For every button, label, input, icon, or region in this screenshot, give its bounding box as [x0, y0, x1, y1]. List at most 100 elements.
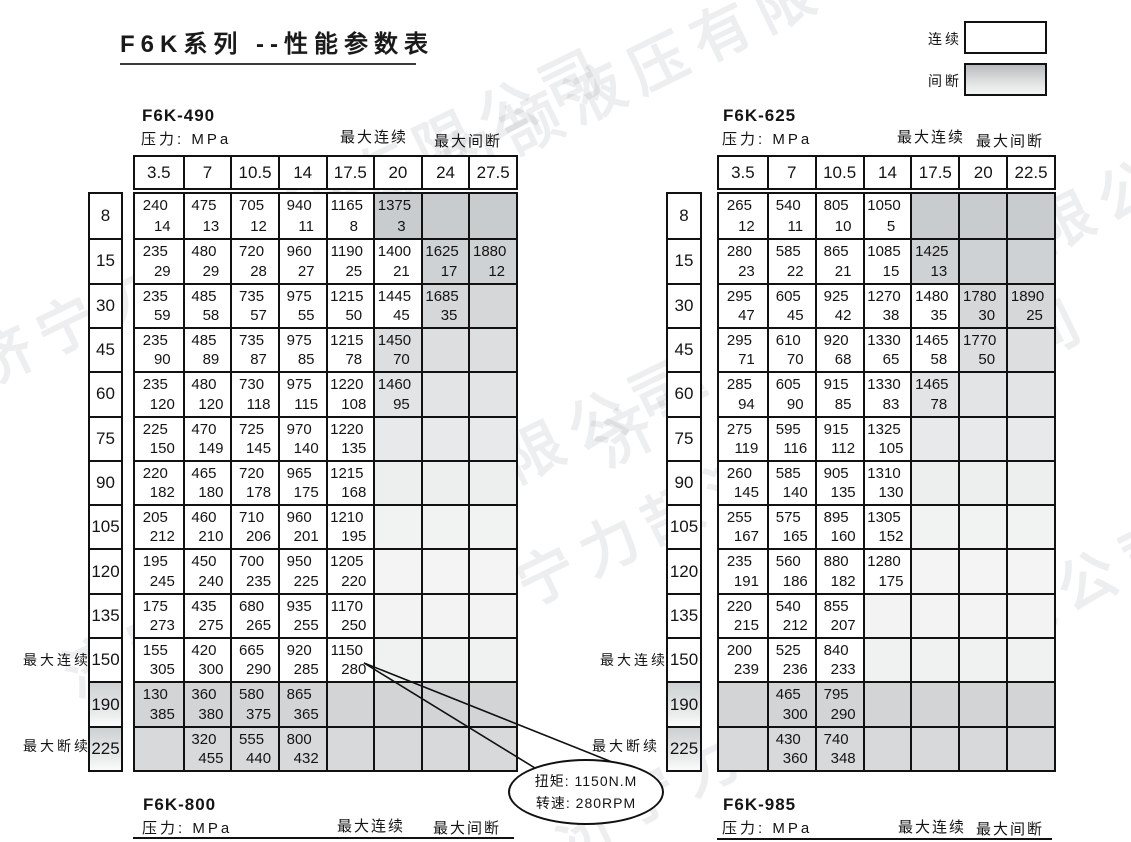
data-cell: 450 240 — [182, 548, 231, 593]
data-cell: 1310 130 — [862, 459, 911, 505]
data-cell: 935 255 — [277, 592, 326, 638]
data-cell — [420, 459, 469, 505]
data-cell: 1445 45 — [373, 282, 421, 327]
side-label-max-continuous-left: 最大连续 — [23, 652, 91, 668]
data-cell — [719, 681, 767, 726]
row-label: 60 — [668, 371, 700, 416]
data-cell — [468, 504, 516, 549]
data-cell — [910, 548, 959, 593]
data-cell: 465 300 — [766, 681, 815, 726]
data-cell: 460 210 — [182, 504, 231, 549]
data-cell — [373, 681, 421, 726]
data-cell: 605 45 — [766, 282, 815, 327]
row-label: 75 — [668, 415, 700, 460]
data-cell — [1006, 592, 1054, 638]
data-cell — [325, 725, 374, 770]
data-cell: 1780 30 — [958, 282, 1007, 327]
footer-underline — [133, 837, 514, 839]
data-cell: 950 225 — [277, 548, 326, 593]
row-label: 90 — [90, 459, 121, 505]
data-cell: 740 348 — [814, 725, 863, 770]
table-name: F6K-490 — [142, 106, 216, 125]
data-cell: 555 440 — [230, 725, 278, 770]
row-label: 120 — [668, 548, 700, 593]
data-cell: 605 90 — [766, 371, 815, 416]
row-label: 150 — [90, 637, 121, 682]
data-cell: 720 178 — [230, 459, 278, 505]
data-cell: 285 94 — [719, 371, 767, 415]
data-cell: 480 29 — [182, 238, 231, 283]
data-cell — [1006, 459, 1054, 505]
data-cell: 970 140 — [277, 415, 326, 460]
column-header: 27.5 — [468, 157, 516, 188]
data-grid: 240 14 475 13 705 12 940 11 1165 8 1375 3 235 29 480 29… — [133, 192, 518, 772]
data-cell: 205 212 — [135, 504, 183, 548]
data-cell — [373, 725, 421, 770]
row-labels: 8 15 30 45 60 75 90 105 120 135 150 190 225 — [666, 192, 702, 772]
data-cell — [862, 592, 911, 638]
column-header: 22.5 — [1006, 157, 1054, 188]
data-cell — [1006, 415, 1054, 460]
data-cell — [420, 415, 469, 460]
data-cell: 965 175 — [277, 459, 326, 505]
data-cell: 1305 152 — [862, 504, 911, 549]
data-cell: 1050 5 — [862, 194, 911, 239]
data-cell: 735 57 — [230, 282, 278, 327]
data-cell: 880 182 — [814, 548, 863, 593]
data-cell: 1625 17 — [420, 238, 469, 283]
data-cell — [468, 592, 516, 638]
data-cell: 1770 50 — [958, 326, 1007, 372]
row-label: 8 — [90, 194, 121, 239]
data-cell — [1006, 548, 1054, 593]
pressure-label: 压力: MPa — [722, 131, 813, 148]
data-cell: 1325 105 — [862, 415, 911, 460]
data-cell — [910, 415, 959, 460]
data-cell: 1400 21 — [373, 238, 421, 283]
data-cell: 1280 175 — [862, 548, 911, 593]
data-cell: 235 29 — [135, 238, 183, 282]
annotation-ellipse: 扭矩: 1150N.M 转速: 280RPM — [508, 759, 664, 825]
data-cell — [1006, 326, 1054, 372]
max-continuous-label: 最大连续 — [337, 818, 406, 835]
data-cell: 130 385 — [135, 681, 183, 726]
data-cell — [420, 637, 469, 682]
data-cell: 195 245 — [135, 548, 183, 592]
legend-intermittent-label: 间断 — [928, 73, 962, 89]
data-cell: 700 235 — [230, 548, 278, 593]
data-cell — [958, 371, 1007, 416]
column-header: 3.5 — [146, 162, 171, 182]
legend-continuous-label: 连续 — [928, 31, 962, 47]
column-headers: 3.5 7 10.5 14 17.5 20 24 27.5 — [133, 155, 518, 190]
data-cell: 610 70 — [766, 326, 815, 372]
data-cell: 1375 3 — [373, 194, 421, 239]
speed-text: 转速: 280RPM — [535, 795, 637, 811]
data-cell — [1006, 194, 1054, 239]
data-cell — [862, 637, 911, 682]
side-label-max-discontinuous-left: 最大断续 — [23, 738, 91, 754]
data-cell — [958, 238, 1007, 283]
pressure-label: 压力: MPa — [141, 131, 232, 148]
data-cell: 485 58 — [182, 282, 231, 327]
footer-underline — [717, 838, 1052, 840]
data-cell — [862, 725, 911, 770]
data-cell: 585 140 — [766, 459, 815, 505]
data-cell: 1685 35 — [420, 282, 469, 327]
data-cell: 680 265 — [230, 592, 278, 638]
data-cell: 575 165 — [766, 504, 815, 549]
data-cell — [420, 681, 469, 726]
data-grid: 265 12 540 11 805 10 1050 5 280 23 585 22 865 21 1085 1… — [717, 192, 1056, 772]
column-header: 14 — [277, 157, 326, 188]
data-cell — [468, 681, 516, 726]
data-cell: 865 21 — [814, 238, 863, 283]
data-cell — [958, 415, 1007, 460]
table-name: F6K-625 — [723, 106, 797, 125]
data-cell: 485 89 — [182, 326, 231, 372]
data-cell — [958, 592, 1007, 638]
column-header: 20 — [373, 157, 421, 188]
data-cell: 1215 50 — [325, 282, 374, 327]
row-label: 60 — [90, 371, 121, 416]
data-cell — [958, 637, 1007, 682]
data-cell: 235 59 — [135, 282, 183, 327]
data-cell — [468, 326, 516, 372]
data-cell: 235 90 — [135, 326, 183, 371]
